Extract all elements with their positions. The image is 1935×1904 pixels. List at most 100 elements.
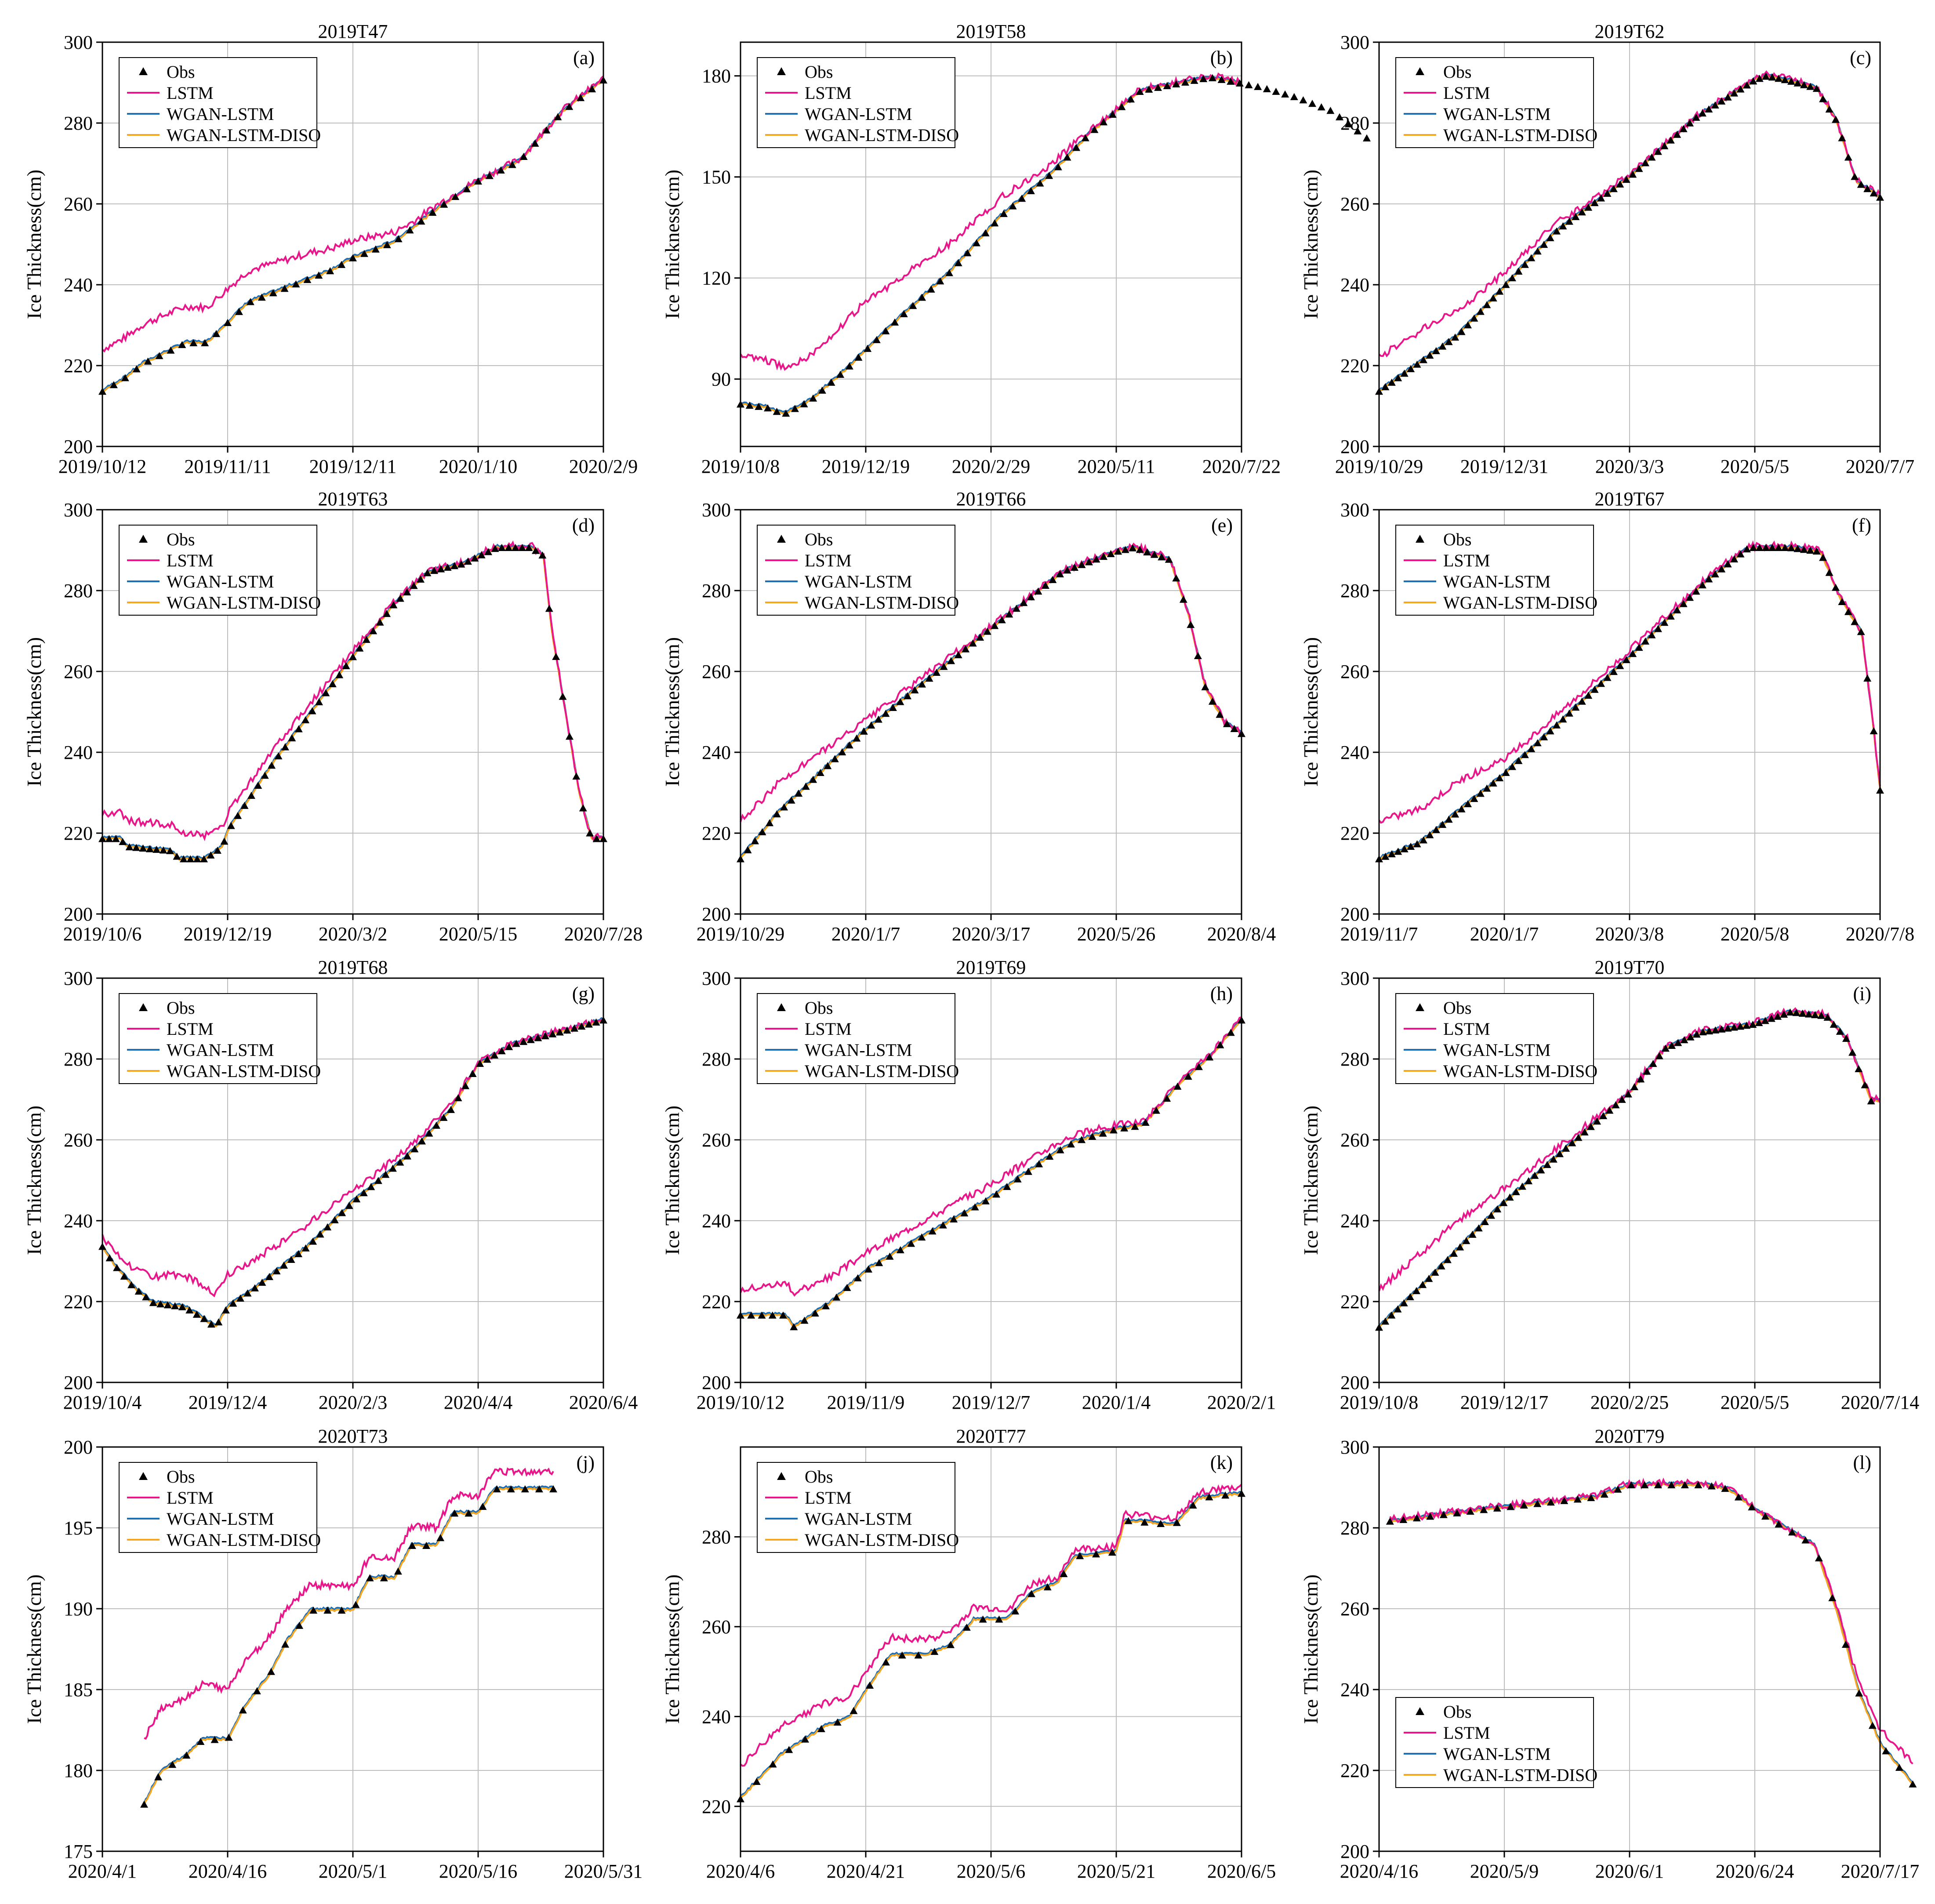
obs-marker: [507, 1485, 515, 1493]
obs-marker: [1419, 836, 1428, 844]
obs-marker: [991, 622, 999, 629]
obs-marker: [1603, 189, 1612, 197]
obs-marker: [490, 1051, 499, 1059]
legend-box: [1395, 57, 1594, 148]
panel-letter: (f): [1852, 515, 1871, 536]
obs-marker: [831, 755, 839, 762]
obs-marker: [525, 544, 533, 551]
y-tick-label: 200: [1340, 1841, 1369, 1862]
obs-marker: [1326, 107, 1335, 114]
y-tick-label: 180: [64, 1760, 93, 1781]
legend-label: WGAN-LSTM: [1443, 1040, 1550, 1060]
obs-marker: [1483, 784, 1491, 792]
obs-marker: [268, 762, 276, 769]
obs-marker: [383, 241, 391, 248]
obs-marker: [1825, 569, 1833, 576]
obs-marker: [323, 1223, 332, 1231]
obs-marker: [1394, 1305, 1402, 1313]
obs-marker: [1099, 1129, 1107, 1137]
obs-marker: [542, 126, 551, 134]
obs-marker: [1158, 553, 1166, 561]
obs-marker: [1787, 544, 1795, 551]
obs-marker: [534, 1034, 542, 1041]
obs-marker: [950, 1215, 958, 1222]
obs-marker: [1387, 378, 1396, 386]
obs-marker: [1692, 113, 1700, 121]
y-tick-label: 220: [64, 1291, 93, 1313]
obs-marker: [1775, 75, 1783, 82]
obs-marker: [1067, 1140, 1075, 1148]
legend-label: WGAN-LSTM-DISO: [167, 593, 321, 613]
legend-box: [119, 525, 317, 616]
obs-marker: [440, 200, 448, 208]
obs-marker: [1181, 78, 1189, 86]
obs-marker: [1584, 203, 1593, 211]
obs-marker: [1711, 570, 1719, 577]
obs-marker: [1629, 650, 1637, 657]
obs-marker: [1549, 1155, 1557, 1163]
y-tick-label: 260: [64, 1129, 93, 1151]
obs-marker: [200, 855, 208, 863]
x-tick-label: 2019/10/29: [697, 923, 784, 945]
obs-marker: [1456, 1243, 1464, 1251]
legend-label: Obs: [805, 1467, 833, 1487]
y-tick-label: 300: [64, 968, 93, 989]
obs-marker: [1481, 1218, 1489, 1226]
lstm-series-line: [102, 1019, 604, 1298]
obs-marker: [592, 1018, 600, 1026]
obs-marker: [1107, 550, 1115, 557]
obs-marker: [1841, 1640, 1850, 1648]
panel-letter: (d): [572, 515, 595, 536]
obs-marker: [896, 1246, 904, 1254]
x-tick-label: 2019/10/8: [701, 456, 780, 477]
obs-marker: [465, 1509, 473, 1517]
panel-title: 2019T70: [1595, 957, 1665, 978]
obs-marker: [1857, 628, 1865, 635]
obs-marker: [1661, 1044, 1670, 1052]
obs-marker: [476, 1059, 484, 1067]
obs-marker: [1553, 227, 1561, 235]
obs-marker: [1844, 153, 1852, 161]
obs-marker: [853, 734, 861, 742]
y-tick-label: 200: [64, 1436, 93, 1458]
obs-marker: [909, 302, 917, 309]
obs-marker: [121, 374, 129, 381]
obs-marker: [463, 185, 471, 192]
obs-marker: [1227, 77, 1235, 85]
legend-label: Obs: [1443, 529, 1471, 549]
obs-marker: [149, 1299, 157, 1306]
obs-marker: [1574, 1134, 1583, 1141]
obs-marker: [853, 1274, 862, 1282]
obs-marker: [447, 1106, 455, 1113]
obs-marker: [1823, 1013, 1832, 1021]
obs-marker: [795, 789, 803, 797]
obs-marker: [163, 1301, 172, 1309]
obs-marker: [1507, 1503, 1515, 1510]
y-tick-label: 200: [64, 903, 93, 925]
obs-marker: [588, 85, 596, 93]
legend-label: WGAN-LSTM-DISO: [805, 1061, 959, 1081]
panel-l: 200 220 240 260 280 300 2020/4/16 2020/5/9 2020/…: [1300, 1425, 1919, 1882]
obs-marker: [1609, 667, 1618, 675]
x-tick-label: 2020/7/8: [1846, 923, 1914, 945]
obs-marker: [315, 698, 323, 705]
legend-obs-marker: [1416, 67, 1424, 75]
legend-box: [1395, 1697, 1594, 1788]
y-tick-label: 120: [702, 268, 731, 289]
obs-marker: [1043, 1583, 1052, 1591]
obs-marker: [1290, 93, 1298, 100]
legend-box: [119, 1462, 317, 1553]
obs-marker: [1533, 739, 1542, 747]
obs-marker: [1836, 1027, 1844, 1035]
obs-marker: [428, 208, 437, 216]
obs-marker: [1489, 294, 1497, 301]
obs-marker: [1432, 826, 1440, 833]
obs-marker: [179, 855, 188, 863]
obs-marker: [437, 565, 445, 573]
obs-marker: [1749, 77, 1757, 85]
x-tick-label: 2020/5/5: [1721, 1392, 1789, 1413]
obs-marker: [1045, 172, 1053, 179]
obs-marker: [1054, 163, 1062, 170]
obs-marker: [193, 855, 201, 863]
